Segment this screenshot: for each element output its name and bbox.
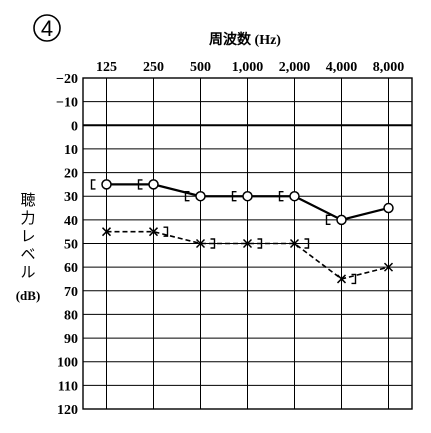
point-bracket-right — [210, 238, 216, 249]
x-tick-label: 250 — [143, 60, 164, 75]
y-tick-label: 10 — [64, 143, 78, 158]
point-bracket-right — [304, 238, 310, 249]
point-cross — [289, 238, 300, 249]
point-circle — [195, 190, 206, 202]
y-tick-labels: −20 −10 0 10 20 30 40 50 60 70 80 90 100 110 120 — [56, 72, 78, 418]
grid — [82, 77, 413, 410]
y-tick-label: 30 — [64, 190, 78, 205]
y-tick-label: 40 — [64, 214, 78, 229]
point-cross — [195, 238, 206, 249]
point-cross — [242, 238, 253, 249]
point-bracket-left — [325, 214, 331, 226]
point-circle — [242, 190, 253, 202]
x-tick-labels: 125 250 500 1,000 2,000 4,000 8,000 — [96, 60, 404, 75]
y-tick-label: 90 — [64, 332, 78, 347]
point-bracket-left — [90, 179, 96, 190]
panel-number: 4 — [41, 16, 53, 41]
x-axis-title: 周波数 (Hz) — [209, 31, 281, 48]
y-axis-title-char: ベ — [20, 245, 35, 263]
y-tick-label: 110 — [58, 379, 78, 394]
y-axis-title-char: ル — [20, 263, 35, 281]
x-tick-label: 8,000 — [373, 60, 405, 75]
point-circle — [289, 190, 300, 202]
series-layer — [90, 179, 394, 285]
point-circle — [101, 179, 112, 190]
y-tick-label: 60 — [64, 261, 78, 276]
point-cross — [148, 227, 159, 237]
x-tick-label: 2,000 — [279, 60, 311, 75]
y-tick-label: 100 — [57, 356, 78, 371]
x-tick-label: 4,000 — [326, 60, 358, 75]
series-4 — [163, 226, 357, 285]
y-axis-unit: (dB) — [16, 288, 41, 303]
point-bracket-left — [137, 179, 143, 190]
y-tick-label: −10 — [56, 96, 78, 111]
x-tick-label: 1,000 — [232, 60, 264, 75]
point-bracket-left — [184, 191, 190, 202]
panel-number-badge: 4 — [33, 14, 61, 42]
y-tick-label: 20 — [64, 167, 78, 182]
point-cross — [336, 274, 347, 284]
y-axis-title-char: レ — [20, 227, 35, 245]
x-tick-label: 500 — [190, 60, 211, 75]
y-tick-label: 80 — [64, 308, 78, 323]
point-bracket-right — [257, 238, 263, 249]
point-bracket-left — [231, 191, 237, 202]
series-2 — [101, 227, 394, 284]
point-circle — [336, 214, 347, 226]
point-bracket-right — [351, 273, 357, 285]
point-bracket-right — [163, 226, 169, 237]
series-1 — [101, 179, 394, 226]
point-circle — [148, 179, 159, 190]
y-tick-label: 0 — [71, 119, 78, 134]
point-cross — [101, 227, 112, 237]
y-tick-label: −20 — [56, 72, 78, 87]
point-circle — [383, 202, 394, 214]
y-tick-label: 70 — [64, 285, 78, 300]
series-3 — [90, 179, 331, 226]
y-axis-title-char: 聴 — [20, 191, 35, 209]
point-cross — [383, 262, 394, 272]
y-tick-label: 120 — [57, 403, 78, 418]
x-tick-label: 125 — [96, 60, 117, 75]
y-axis-title-char: 力 — [20, 209, 35, 227]
point-bracket-left — [278, 191, 284, 202]
y-tick-label: 50 — [64, 238, 78, 253]
